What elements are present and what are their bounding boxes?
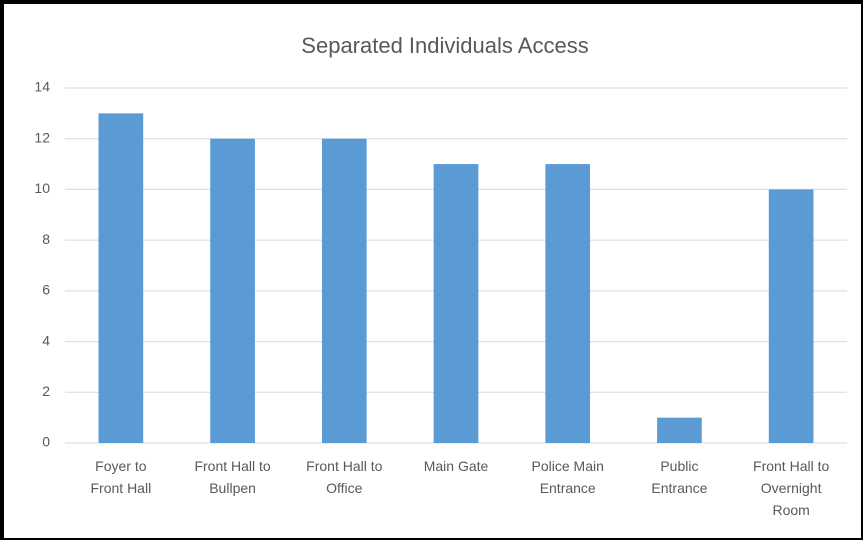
x-tick-label: Foyer to Front Hall (91, 458, 152, 496)
x-tick-label: Front Hall to Overnight Room (753, 458, 829, 518)
bar (657, 417, 702, 443)
x-tick-label: Front Hall to Office (306, 458, 382, 496)
x-tick-label: Public Entrance (651, 458, 707, 496)
chart: Separated Individuals Access 0 2 4 6 8 10 12 14… (34, 33, 847, 518)
y-tick-label: 4 (42, 332, 50, 348)
y-tick-label: 2 (42, 383, 50, 399)
y-tick-label: 8 (42, 231, 50, 247)
bar (321, 138, 367, 443)
x-tick-label: Police Main Entrance (532, 458, 604, 496)
chart-title: Separated Individuals Access (301, 33, 588, 58)
x-tick-label: Main Gate (424, 458, 489, 474)
x-tick-label: Front Hall to Bullpen (194, 458, 270, 496)
y-tick-label: 12 (34, 129, 50, 145)
y-tick-label: 0 (42, 434, 50, 450)
bar (210, 138, 255, 443)
bar (545, 164, 591, 444)
y-tick-label: 14 (34, 79, 50, 95)
bar (98, 113, 144, 443)
y-tick-label: 10 (34, 180, 50, 196)
y-tick-label: 6 (42, 282, 50, 298)
bar (433, 164, 479, 444)
bar (768, 189, 814, 443)
